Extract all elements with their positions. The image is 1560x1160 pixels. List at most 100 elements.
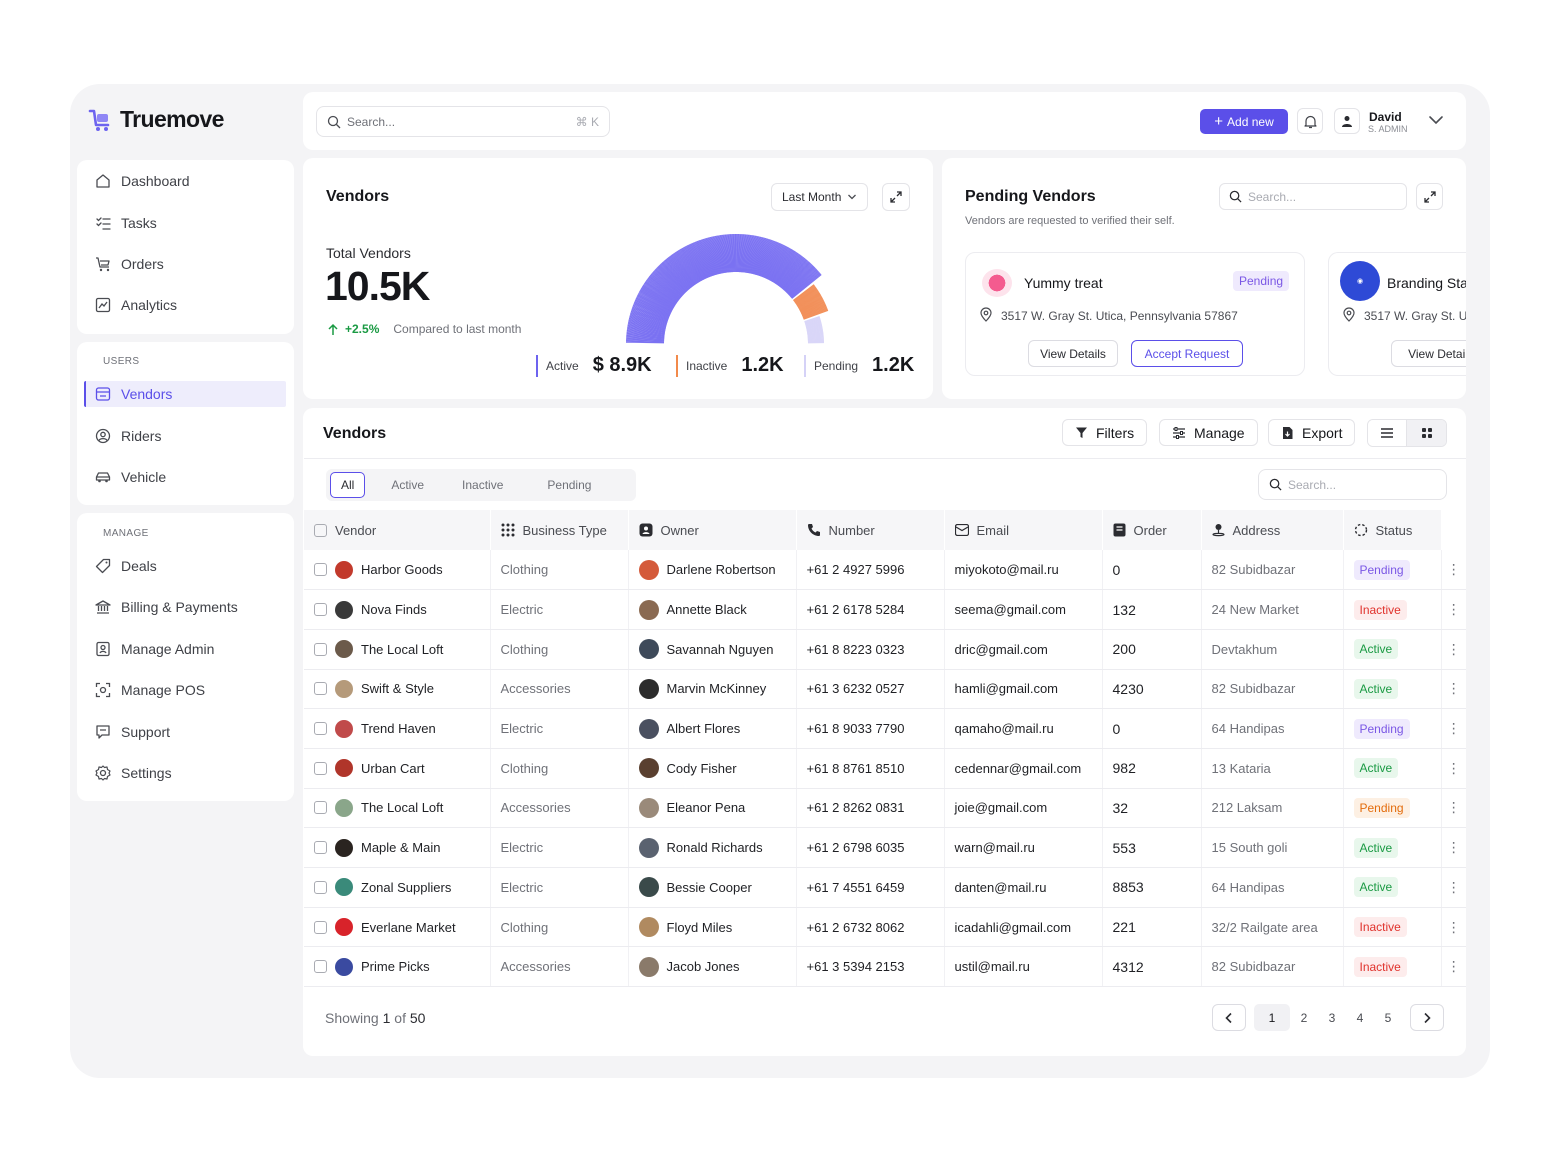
row-checkbox[interactable]	[314, 603, 327, 617]
period-select[interactable]: Last Month	[771, 183, 869, 211]
more-vertical-icon[interactable]: ⋮	[1446, 799, 1461, 816]
row-checkbox[interactable]	[314, 801, 327, 815]
select-all-checkbox[interactable]	[314, 523, 327, 537]
next-page-button[interactable]	[1410, 1004, 1444, 1031]
sidebar-item-vendors[interactable]: Vendors	[84, 381, 286, 407]
column-status[interactable]: Status	[1343, 510, 1442, 550]
total-pages: 50	[409, 1010, 426, 1026]
tab-inactive[interactable]: Inactive	[462, 478, 504, 492]
table-row[interactable]: Prime Picks Accessories Jacob Jones +61 3 5…	[304, 946, 1466, 988]
table-row[interactable]: Swift & Style Accessories Marvin McKinney +…	[304, 669, 1466, 710]
page-button-2[interactable]: 2	[1300, 1010, 1308, 1025]
sidebar-item-manage-pos[interactable]: Manage POS	[91, 677, 286, 703]
row-checkbox[interactable]	[314, 920, 327, 934]
vendor-logo	[335, 640, 353, 659]
column-business-type[interactable]: Business Type	[490, 510, 629, 550]
donut-stripe	[766, 244, 784, 280]
donut-stripe	[637, 295, 672, 313]
page-button-4[interactable]: 4	[1356, 1010, 1364, 1025]
column-owner[interactable]: Owner	[628, 510, 797, 550]
prev-page-button[interactable]	[1212, 1004, 1246, 1031]
more-vertical-icon[interactable]: ⋮	[1446, 680, 1461, 697]
table-row[interactable]: Urban Cart Clothing Cody Fisher +61 8 8761 …	[304, 748, 1466, 789]
table-row[interactable]: The Local Loft Accessories Eleanor Pena +61…	[304, 788, 1466, 829]
donut-stripe	[806, 324, 822, 329]
donut-stripe	[807, 340, 824, 343]
table-row[interactable]: Everlane Market Clothing Floyd Miles +61 2 …	[304, 907, 1466, 948]
avatar[interactable]	[1334, 108, 1360, 134]
manage-button[interactable]: Manage	[1159, 419, 1258, 446]
status-tabs: All Active Inactive Pending	[326, 469, 636, 501]
donut-stripe	[806, 323, 822, 329]
sidebar-item-settings[interactable]: Settings	[91, 760, 286, 786]
more-vertical-icon[interactable]: ⋮	[1446, 839, 1461, 856]
tab-active[interactable]: Active	[391, 478, 425, 492]
more-vertical-icon[interactable]: ⋮	[1446, 958, 1461, 975]
column-address[interactable]: Address	[1201, 510, 1344, 550]
vendor-cell: Trend Haven	[304, 708, 491, 749]
view-details-button[interactable]: View Details	[1391, 340, 1466, 367]
view-details-button[interactable]: View Details	[1028, 340, 1118, 367]
table-row[interactable]: The Local Loft Clothing Savannah Nguyen +61…	[304, 629, 1466, 670]
donut-stripe	[693, 242, 710, 278]
sidebar-item-deals[interactable]: Deals	[91, 553, 286, 579]
row-checkbox[interactable]	[314, 761, 327, 775]
more-vertical-icon[interactable]: ⋮	[1446, 561, 1461, 578]
sidebar-item-riders[interactable]: Riders	[91, 423, 286, 449]
notification-button[interactable]	[1297, 108, 1323, 134]
table-row[interactable]: Maple & Main Electric Ronald Richards +61 2…	[304, 827, 1466, 868]
row-checkbox[interactable]	[314, 682, 327, 696]
more-vertical-icon[interactable]: ⋮	[1446, 640, 1461, 657]
expand-button[interactable]	[882, 183, 910, 211]
filters-button[interactable]: Filters	[1062, 419, 1148, 446]
table-row[interactable]: Harbor Goods Clothing Darlene Robertson +61…	[304, 550, 1466, 591]
column-number[interactable]: Number	[796, 510, 945, 550]
page-button-5[interactable]: 5	[1384, 1010, 1392, 1025]
sidebar-item-tasks[interactable]: Tasks	[91, 210, 286, 236]
donut-stripe	[804, 318, 821, 324]
tab-pending[interactable]: Pending	[547, 478, 592, 492]
section-label-manage: MANAGE	[103, 528, 149, 539]
grid-view-button[interactable]	[1407, 420, 1446, 446]
page-button-1[interactable]: 1	[1254, 1004, 1290, 1031]
export-button[interactable]: Export	[1268, 419, 1356, 446]
row-checkbox[interactable]	[314, 841, 327, 855]
more-vertical-icon[interactable]: ⋮	[1446, 878, 1461, 895]
more-vertical-icon[interactable]: ⋮	[1446, 601, 1461, 618]
table-row[interactable]: Zonal Suppliers Electric Bessie Cooper +61 …	[304, 867, 1466, 908]
sidebar-item-manage-admin[interactable]: Manage Admin	[91, 636, 286, 662]
more-vertical-icon[interactable]: ⋮	[1446, 918, 1461, 935]
row-checkbox[interactable]	[314, 563, 327, 577]
donut-stripe	[630, 312, 668, 325]
sidebar-item-analytics[interactable]: Analytics	[91, 292, 286, 318]
page-button-3[interactable]: 3	[1328, 1010, 1336, 1025]
list-view-button[interactable]	[1368, 420, 1408, 446]
tab-all[interactable]: All	[330, 472, 366, 498]
sidebar-item-dashboard[interactable]: Dashboard	[91, 168, 286, 194]
vendor-logo	[335, 759, 353, 778]
more-vertical-icon[interactable]: ⋮	[1446, 720, 1461, 737]
sidebar-item-billing[interactable]: Billing & Payments	[91, 594, 286, 620]
donut-stripe	[790, 271, 820, 298]
pending-expand-button[interactable]	[1416, 183, 1443, 210]
table-search-input[interactable]: Search...	[1258, 469, 1447, 500]
row-checkbox[interactable]	[314, 960, 327, 974]
more-vertical-icon[interactable]: ⋮	[1446, 759, 1461, 776]
table-row[interactable]: Trend Haven Electric Albert Flores +61 8 90…	[304, 708, 1466, 749]
column-email[interactable]: Email	[944, 510, 1103, 550]
accept-request-button[interactable]: Accept Request	[1131, 340, 1243, 367]
global-search-input[interactable]: Search... ⌘ K	[316, 106, 610, 137]
pending-search-input[interactable]: Search...	[1219, 183, 1407, 210]
sidebar-item-support[interactable]: Support	[91, 719, 286, 745]
column-order[interactable]: Order	[1102, 510, 1202, 550]
sidebar-item-vehicle[interactable]: Vehicle	[91, 464, 286, 490]
sidebar-item-orders[interactable]: Orders	[91, 251, 286, 277]
row-checkbox[interactable]	[314, 880, 327, 894]
row-checkbox[interactable]	[314, 642, 327, 656]
chevron-down-icon[interactable]	[1428, 114, 1444, 126]
table-row[interactable]: Nova Finds Electric Annette Black +61 2 617…	[304, 589, 1466, 630]
brand-logo[interactable]: Truemove	[88, 106, 224, 133]
add-new-button[interactable]: + Add new	[1200, 109, 1288, 134]
row-checkbox[interactable]	[314, 722, 327, 736]
column-vendor[interactable]: Vendor	[304, 510, 491, 550]
